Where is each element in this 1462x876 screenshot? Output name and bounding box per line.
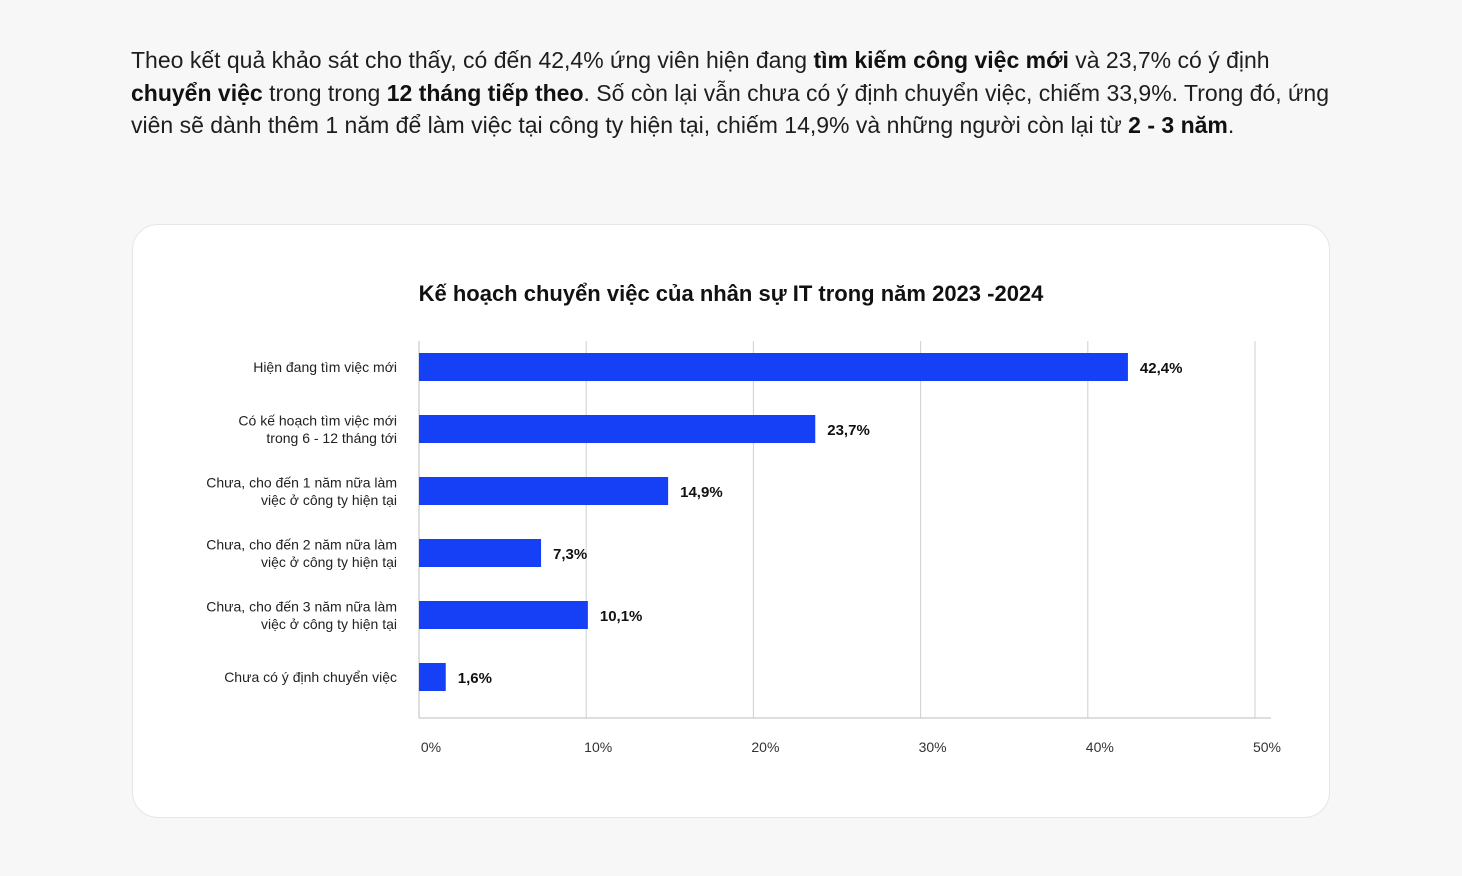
bar — [419, 539, 542, 567]
bar — [419, 477, 669, 505]
data-label: 42,4% — [1140, 360, 1183, 377]
category-label: việc ở công ty hiện tại — [261, 616, 397, 632]
x-tick-label: 0% — [421, 739, 441, 755]
x-tick-label: 30% — [919, 739, 947, 755]
category-label: Chưa, cho đến 1 năm nữa làm — [206, 474, 397, 490]
category-label: Chưa, cho đến 3 năm nữa làm — [206, 598, 397, 614]
data-label: 10,1% — [600, 608, 643, 625]
intro-emphasis: 2 - 3 năm — [1128, 112, 1228, 138]
category-label: trong 6 - 12 tháng tới — [266, 430, 397, 446]
x-tick-label: 50% — [1253, 739, 1281, 755]
intro-paragraph: Theo kết quả khảo sát cho thấy, có đến 4… — [131, 44, 1331, 142]
category-label: việc ở công ty hiện tại — [261, 492, 397, 508]
bar — [419, 601, 588, 629]
intro-emphasis: chuyển việc — [131, 79, 263, 106]
category-label: Chưa, cho đến 2 năm nữa làm — [206, 536, 397, 552]
bar — [419, 353, 1128, 381]
intro-emphasis: tìm kiếm công việc mới — [813, 47, 1069, 73]
category-label: Chưa có ý định chuyển việc — [224, 669, 397, 685]
category-label: Có kế hoạch tìm việc mới — [238, 412, 397, 428]
data-label: 23,7% — [827, 422, 870, 439]
x-tick-label: 20% — [751, 739, 779, 755]
category-label: việc ở công ty hiện tại — [261, 554, 397, 570]
bar — [419, 415, 816, 443]
intro-text: và 23,7% có ý định — [1068, 47, 1270, 73]
chart-title: Kế hoạch chuyển việc của nhân sự IT tron… — [418, 281, 1044, 306]
x-tick-label: 40% — [1086, 739, 1114, 755]
bar-chart: 0% 10% 20% 30% 40% 50% Hiện đang tìm việc mới 4… — [206, 341, 1281, 755]
chart-card: Kế hoạch chuyển việc của nhân sự IT tron… — [132, 224, 1330, 818]
x-tick-label: 10% — [584, 739, 612, 755]
bar — [419, 663, 446, 691]
data-label: 14,9% — [680, 484, 723, 501]
intro-text: . Số còn lại vẫn chưa có ý định chuyển v… — [131, 79, 1330, 139]
category-label: Hiện đang tìm việc mới — [253, 359, 397, 375]
data-label: 1,6% — [458, 670, 492, 687]
intro-text: Theo kết quả khảo sát cho thấy, có đến 4… — [131, 47, 814, 73]
intro-text: . — [1227, 112, 1235, 138]
data-label: 7,3% — [553, 546, 587, 563]
intro-emphasis: 12 tháng tiếp theo — [386, 79, 584, 106]
intro-text: trong trong — [262, 79, 387, 106]
